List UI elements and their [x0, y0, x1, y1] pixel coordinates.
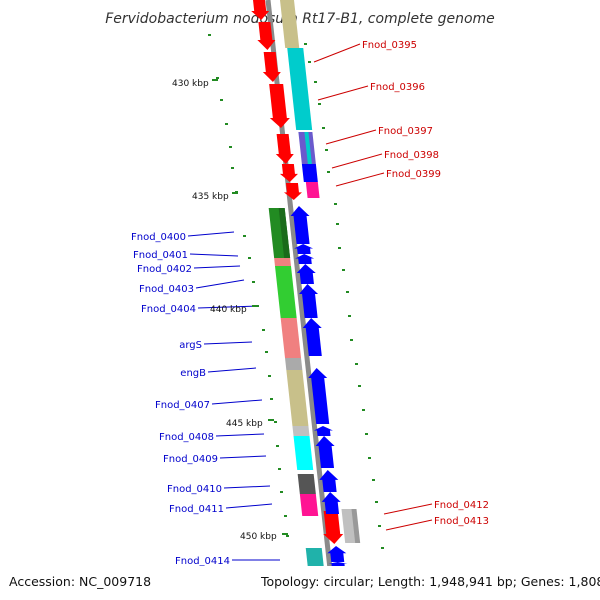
- reverse-gene-arrow: [295, 254, 315, 264]
- label-connector: [225, 503, 273, 509]
- cog-block: [274, 266, 297, 318]
- label-connector: [211, 399, 263, 405]
- label-connector: [313, 43, 361, 63]
- gene-label-reverse: Fnod_0403: [139, 284, 194, 295]
- kbp-marker-label: 435 kbp: [192, 192, 229, 202]
- forward-gene-arrow: [279, 164, 298, 182]
- cog-block: [285, 358, 303, 370]
- cog-block: [278, 208, 291, 258]
- label-connector: [195, 279, 245, 289]
- forward-gene-arrow: [269, 84, 290, 128]
- accession-text: Accession: NC_009718: [9, 574, 151, 589]
- tick-marks: [208, 34, 384, 549]
- cog-block: [351, 509, 361, 543]
- label-connector: [317, 85, 369, 101]
- label-connector: [331, 153, 383, 169]
- label-connector: [187, 231, 235, 237]
- forward-gene-arrow: [275, 134, 294, 164]
- reverse-gene-arrow: [302, 318, 322, 356]
- cog-block: [274, 258, 291, 266]
- cog-block: [304, 132, 312, 164]
- forward-gene-arrow: [262, 52, 281, 82]
- gene-label-forward: Fnod_0398: [384, 150, 439, 161]
- topology-text: Topology: circular; Length: 1,948,941 bp…: [260, 574, 600, 589]
- label-connector: [383, 503, 433, 515]
- reverse-gene-arrow: [321, 492, 341, 514]
- cog-block: [280, 0, 300, 48]
- footer-background: [0, 566, 600, 600]
- forward-gene-arrow: [257, 22, 276, 50]
- cog-block: [292, 426, 310, 436]
- gene-label-reverse: Fnod_0414: [175, 556, 230, 567]
- gene-label-reverse: Fnod_0407: [155, 400, 210, 411]
- label-connector: [219, 455, 267, 459]
- reverse-gene-arrow: [296, 264, 316, 284]
- label-connector: [197, 305, 259, 309]
- gene-label-forward: Fnod_0399: [386, 169, 441, 180]
- gene-label-reverse: argS: [179, 340, 202, 351]
- label-connector: [223, 485, 271, 489]
- forward-gene-arrow: [283, 183, 302, 200]
- gene-label-forward: Fnod_0395: [362, 40, 417, 51]
- kbp-marker-label: 440 kbp: [210, 305, 247, 315]
- reverse-gene-arrow: [319, 470, 339, 492]
- gene-label-reverse: Fnod_0401: [133, 250, 188, 261]
- reverse-gene-arrow: [294, 244, 314, 254]
- gene-label-reverse: engB: [180, 368, 206, 379]
- cog-block: [293, 436, 314, 470]
- cog-block: [305, 548, 324, 566]
- gene-label-reverse: Fnod_0400: [131, 232, 186, 243]
- cog-block: [287, 48, 313, 130]
- cog-block: [301, 164, 318, 182]
- label-connector: [189, 253, 239, 257]
- label-connector: [207, 367, 257, 373]
- reverse-gene-arrow: [290, 206, 310, 244]
- gene-label-forward: Fnod_0397: [378, 126, 433, 137]
- gene-label-reverse: Fnod_0408: [159, 432, 214, 443]
- reverse-gene-arrow: [299, 284, 319, 318]
- map-title: Fervidobacterium nodosum Rt17-B1, comple…: [105, 11, 495, 27]
- cog-block: [286, 370, 309, 426]
- cog-block: [299, 494, 319, 516]
- label-connector: [193, 265, 241, 269]
- gene-label-reverse: Fnod_0411: [169, 504, 224, 515]
- kbp-marker-label: 445 kbp: [226, 419, 263, 429]
- forward-gene-arrow: [323, 511, 344, 544]
- cog-block: [280, 318, 302, 358]
- label-connector: [215, 433, 265, 437]
- reverse-gene-arrow: [328, 562, 348, 566]
- label-connector: [203, 341, 253, 345]
- reverse-gene-arrow: [327, 546, 347, 562]
- reverse-gene-arrow: [315, 436, 335, 468]
- kbp-markers: 430 kbp 435 kbp 440 kbp 445 kbp 450 kbp: [172, 79, 288, 542]
- kbp-marker-label: 430 kbp: [172, 79, 209, 89]
- gene-labels: Fnod_0395 Fnod_0396 Fnod_0397 Fnod_0398 Fnod…: [131, 40, 489, 587]
- gene-label-reverse: Fnod_0402: [137, 264, 192, 275]
- reverse-gene-arrow: [308, 368, 330, 424]
- gene-label-reverse: Fnod_0409: [163, 454, 218, 465]
- gene-label-reverse: Fnod_0410: [167, 484, 222, 495]
- label-connector: [325, 129, 377, 145]
- forward-gene-arrow: [251, 0, 270, 20]
- gene-label-forward: Fnod_0413: [434, 516, 489, 527]
- label-connector: [335, 172, 385, 187]
- label-connector: [385, 519, 433, 531]
- cog-block: [297, 474, 316, 494]
- cog-block: [305, 182, 320, 198]
- gene-label-forward: Fnod_0396: [370, 82, 425, 93]
- gene-label-reverse: Fnod_0404: [141, 304, 196, 315]
- gene-features: [251, 0, 361, 566]
- reverse-gene-arrow: [313, 426, 333, 436]
- kbp-marker-label: 450 kbp: [240, 532, 277, 542]
- gene-label-forward: Fnod_0412: [434, 500, 489, 511]
